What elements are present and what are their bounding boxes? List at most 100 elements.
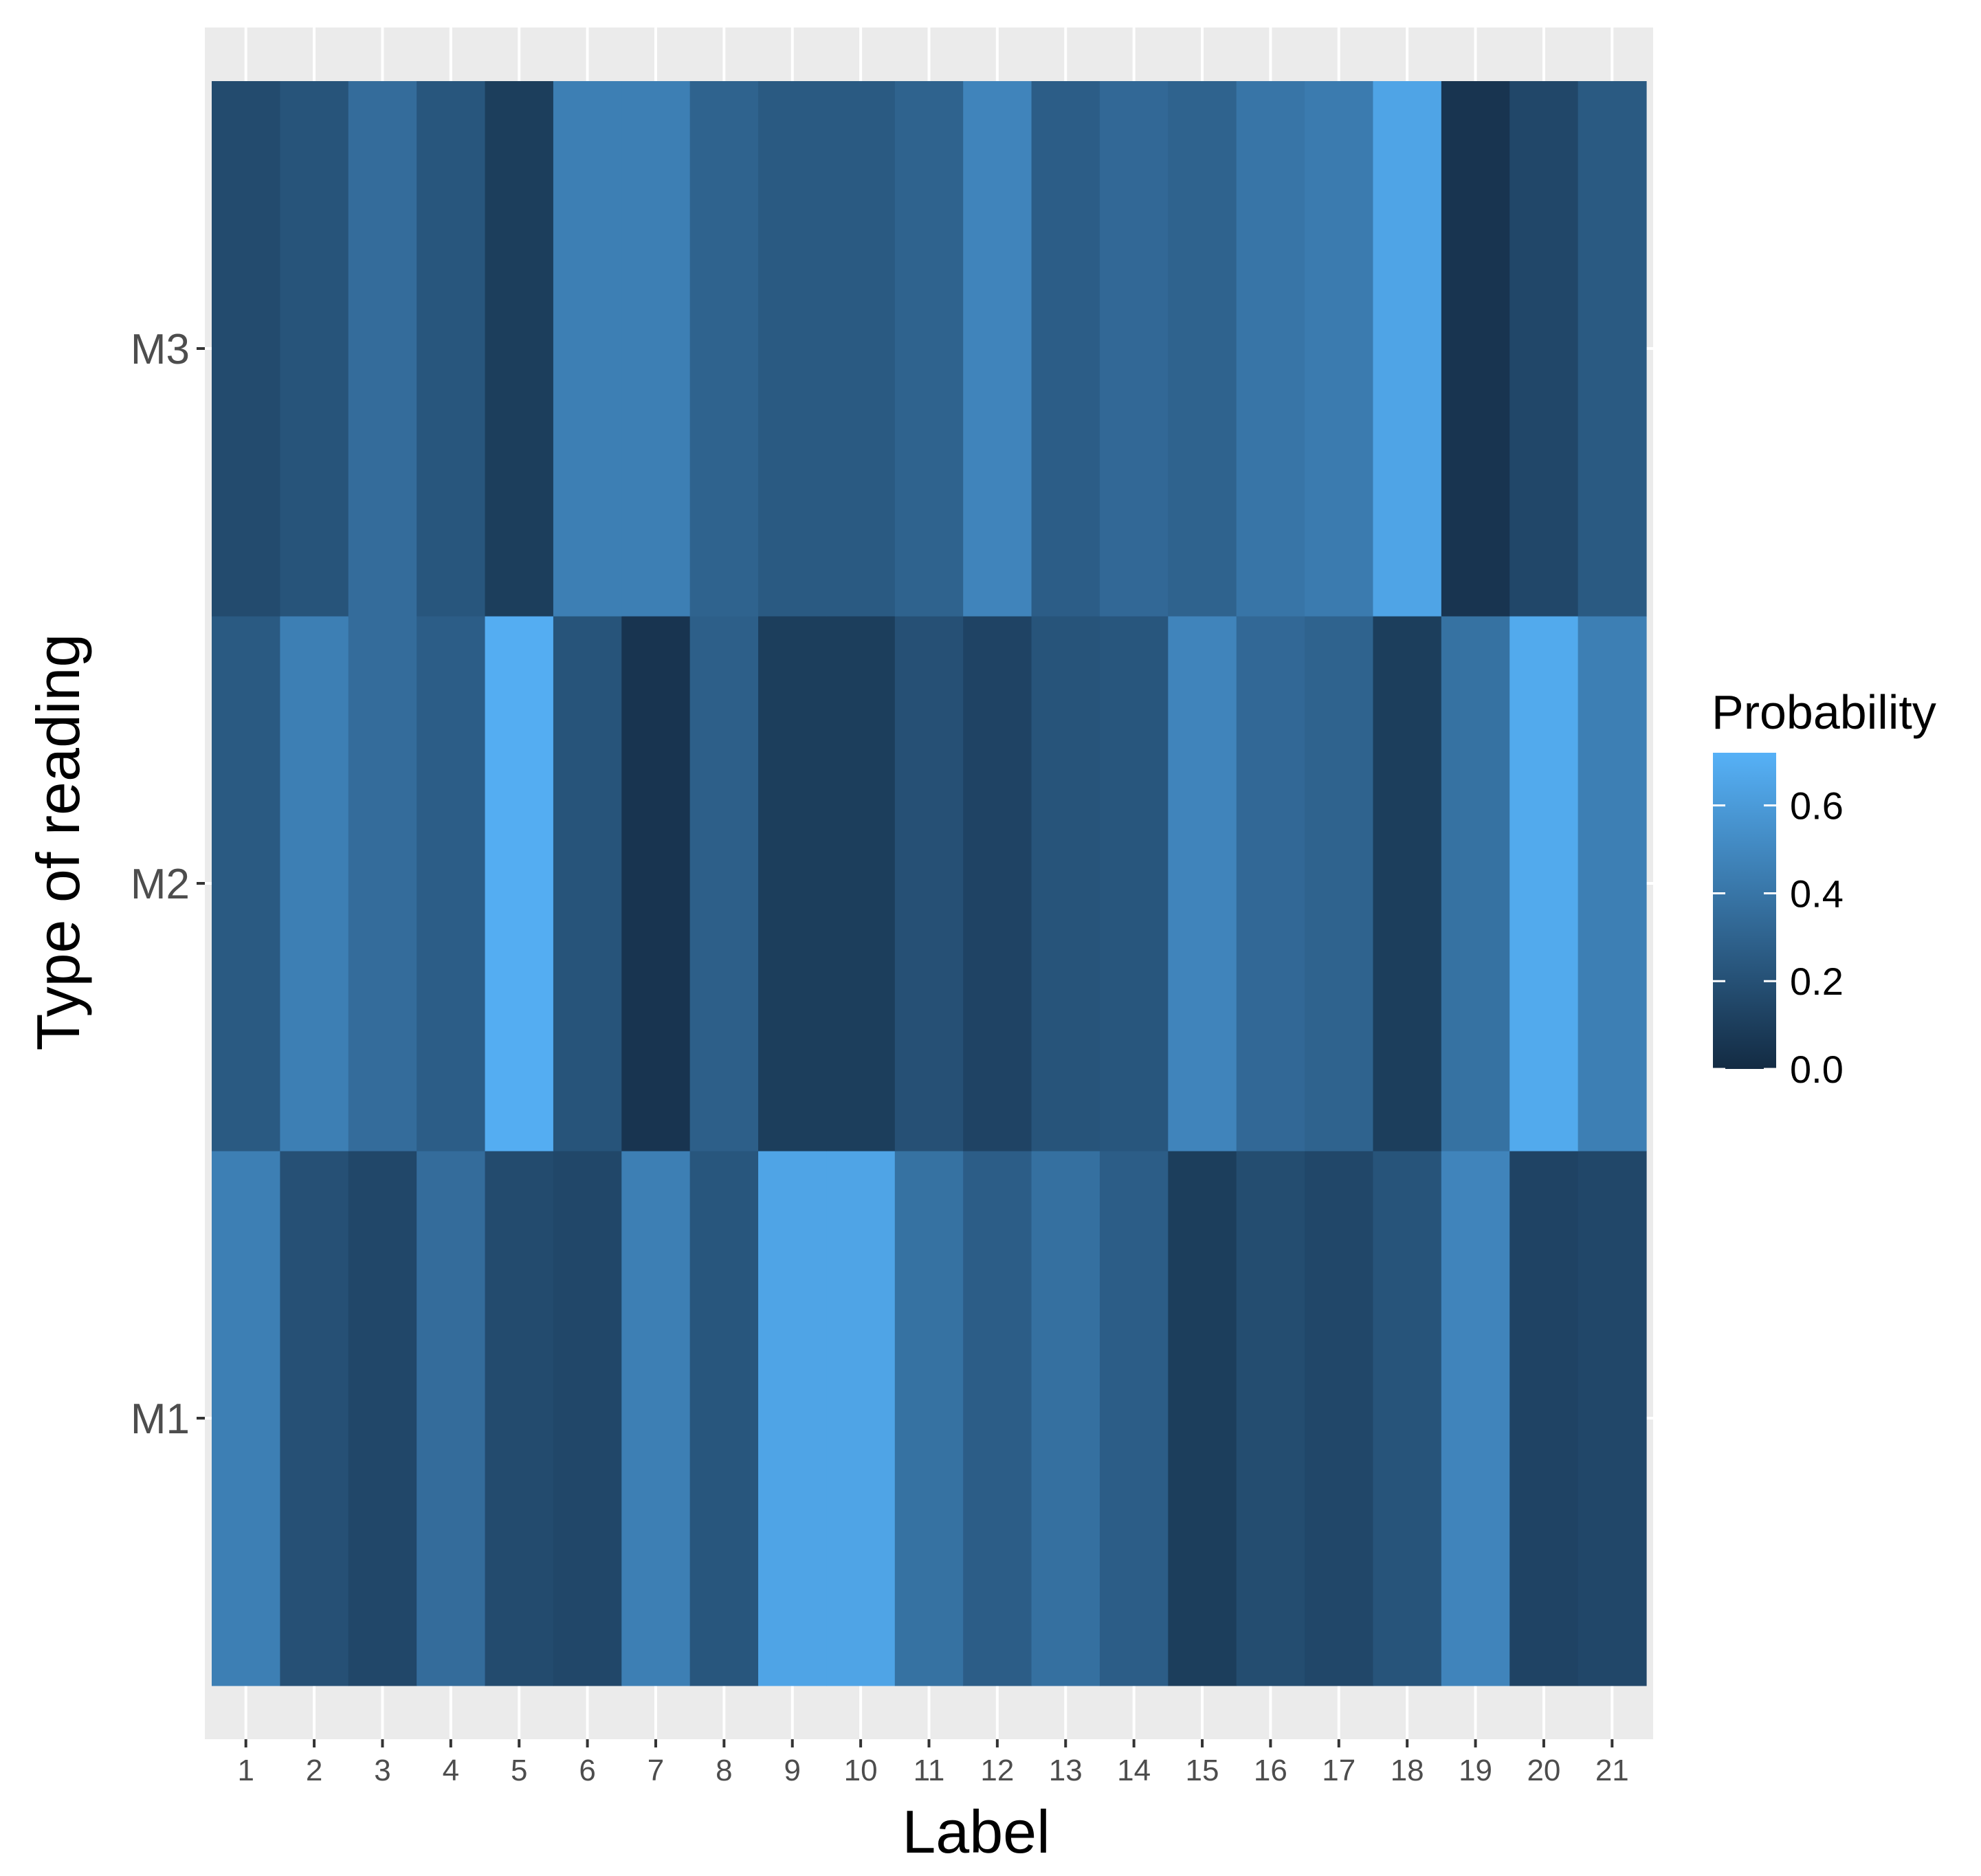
x-tick-label: 17	[1322, 1754, 1355, 1787]
heatmap-cell	[1099, 81, 1169, 617]
legend-tick-label: 0.2	[1790, 960, 1844, 1003]
heatmap-cell	[1168, 81, 1237, 617]
heatmap-cell	[485, 616, 554, 1151]
heatmap-cell	[1305, 616, 1374, 1151]
heatmap-cell	[963, 81, 1032, 617]
heatmap-cell	[621, 81, 691, 617]
x-tick-label: 16	[1254, 1754, 1287, 1787]
heatmap-cell	[1578, 81, 1647, 617]
heatmap-cell	[963, 1151, 1032, 1686]
x-tick-label: 2	[306, 1754, 322, 1787]
legend-tick-label: 0.0	[1790, 1048, 1844, 1091]
heatmap-cell	[348, 81, 417, 617]
heatmap-cell	[212, 1151, 280, 1686]
heatmap-cell	[1441, 616, 1510, 1151]
heatmap-cell	[1509, 1151, 1579, 1686]
heatmap-cell	[1509, 616, 1579, 1151]
heatmap-cell	[553, 81, 622, 617]
heatmap-cell	[1305, 81, 1374, 617]
heatmap-cell	[1441, 81, 1510, 617]
legend-tick-label: 0.4	[1790, 872, 1844, 915]
heatmap-cell	[1168, 616, 1237, 1151]
heatmap-cell	[1099, 616, 1169, 1151]
heatmap-cell	[826, 616, 896, 1151]
heatmap-cell	[826, 1151, 896, 1686]
heatmap-cell	[758, 616, 828, 1151]
heatmap-cell	[348, 1151, 417, 1686]
heatmap-cells	[212, 81, 1647, 1686]
x-tick-label: 9	[784, 1754, 800, 1787]
x-tick-label: 11	[914, 1754, 945, 1787]
heatmap-cell	[758, 1151, 828, 1686]
heatmap-cell	[485, 81, 554, 617]
x-tick-label: 8	[716, 1754, 732, 1787]
x-tick-label: 19	[1459, 1754, 1492, 1787]
y-tick-label: M1	[131, 1395, 190, 1443]
heatmap-cell	[417, 1151, 486, 1686]
heatmap-cell	[212, 81, 280, 617]
heatmap-cell	[1373, 616, 1442, 1151]
x-tick-label: 10	[844, 1754, 878, 1787]
y-axis-title: Type of reading	[24, 634, 92, 1051]
x-tick-label: 14	[1117, 1754, 1151, 1787]
heatmap-cell	[1168, 1151, 1237, 1686]
x-axis: 1 2 3 4 5 6 7 8 9 10 11 12 13 14 15 16 17 18 19 20 21	[237, 1739, 1629, 1787]
heatmap-cell	[689, 616, 759, 1151]
y-tick-label: M2	[131, 861, 190, 908]
heatmap-cell	[553, 1151, 622, 1686]
heatmap-cell	[689, 1151, 759, 1686]
heatmap-cell	[758, 81, 828, 617]
x-tick-label: 5	[511, 1754, 527, 1787]
heatmap-cell	[1236, 81, 1305, 617]
heatmap-cell	[621, 1151, 691, 1686]
heatmap-cell	[1236, 1151, 1305, 1686]
legend-title: Probability	[1712, 685, 1936, 739]
x-tick-label: 6	[579, 1754, 595, 1787]
x-tick-label: 15	[1186, 1754, 1219, 1787]
x-tick-label: 4	[443, 1754, 459, 1787]
x-tick-label: 20	[1527, 1754, 1560, 1787]
x-tick-label: 1	[237, 1754, 254, 1787]
heatmap-cell	[1578, 1151, 1647, 1686]
heatmap-cell	[689, 81, 759, 617]
legend: Probability 0.6 0.4 0.2 0.0	[1712, 685, 1936, 1091]
heatmap-cell	[894, 1151, 964, 1686]
heatmap-cell	[553, 616, 622, 1151]
heatmap-cell	[1031, 616, 1100, 1151]
heatmap-cell	[280, 81, 349, 617]
heatmap-cell	[1373, 1151, 1442, 1686]
heatmap-cell	[894, 81, 964, 617]
heatmap-cell	[417, 616, 486, 1151]
heatmap-cell	[1441, 1151, 1510, 1686]
heatmap-cell	[485, 1151, 554, 1686]
heatmap-cell	[826, 81, 896, 617]
heatmap-cell	[1031, 1151, 1100, 1686]
heatmap-cell	[1236, 616, 1305, 1151]
heatmap-cell	[280, 616, 349, 1151]
heatmap-cell	[1578, 616, 1647, 1151]
y-axis: M1 M2 M3	[131, 326, 205, 1443]
heatmap-cell	[280, 1151, 349, 1686]
heatmap-cell	[1509, 81, 1579, 617]
legend-ticks: 0.6 0.4 0.2 0.0	[1713, 784, 1844, 1091]
x-axis-title: Label	[902, 1798, 1050, 1866]
heatmap-cell	[894, 616, 964, 1151]
heatmap-cell	[212, 616, 280, 1151]
x-tick-label: 18	[1391, 1754, 1424, 1787]
heatmap-cell	[348, 616, 417, 1151]
heatmap-cell	[1305, 1151, 1374, 1686]
x-tick-label: 13	[1049, 1754, 1083, 1787]
heatmap-cell	[1373, 81, 1442, 617]
y-tick-label: M3	[131, 326, 190, 373]
legend-tick-label: 0.6	[1790, 784, 1844, 828]
x-tick-label: 21	[1595, 1754, 1629, 1787]
heatmap-cell	[1099, 1151, 1169, 1686]
x-tick-label: 12	[980, 1754, 1014, 1787]
heatmap-cell	[417, 81, 486, 617]
heatmap-cell	[963, 616, 1032, 1151]
x-tick-label: 3	[374, 1754, 390, 1787]
heatmap-cell	[621, 616, 691, 1151]
heatmap-cell	[1031, 81, 1100, 617]
x-tick-label: 7	[648, 1754, 664, 1787]
